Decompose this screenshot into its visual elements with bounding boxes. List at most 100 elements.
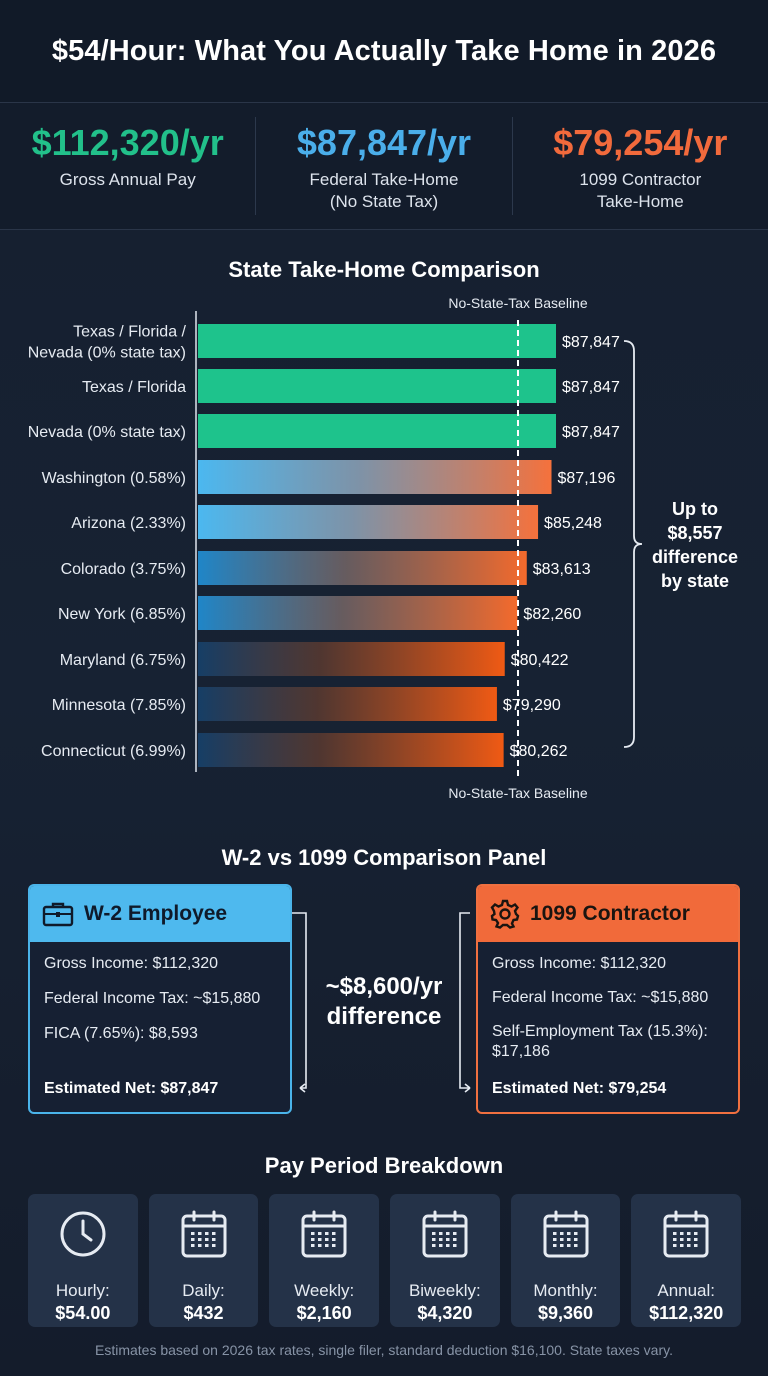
category-label: Connecticut (6.99%) — [41, 743, 186, 760]
pay-period-value: $112,320 — [649, 1303, 724, 1323]
stat-value: $87,847/yr — [296, 122, 472, 163]
bar — [198, 369, 556, 403]
pay-period-cards: Hourly: $54.00 Daily: $432 Weekly: $2,16… — [28, 1194, 742, 1327]
stat-label-line: Federal Take-Home — [309, 170, 459, 189]
pay-period-daily: Daily: $432 — [148, 1194, 259, 1327]
pay-period-label: Hourly: — [55, 1281, 110, 1300]
contractor-card-header: 1099 Contractor — [478, 886, 738, 942]
calendar-icon — [421, 1208, 469, 1260]
w2-line: Gross Income: $112,320 — [44, 955, 219, 972]
page-title: $54/Hour: What You Actually Take Home in… — [51, 34, 717, 67]
pay-period-monthly: Monthly: $9,360 — [510, 1194, 621, 1327]
bar-value-label: $79,290 — [503, 697, 561, 714]
pay-period-value: $432 — [183, 1303, 224, 1323]
bar — [198, 596, 518, 630]
category-label: Nevada (0% state tax) — [28, 424, 186, 441]
footnote: Estimates based on 2026 tax rates, singl… — [95, 1342, 673, 1358]
category-label: New York (6.85%) — [58, 606, 186, 623]
category-label: Washington (0.58%) — [42, 470, 186, 487]
baseline-label: No-State-Tax Baseline — [448, 295, 588, 311]
pay-period-label: Biweekly: — [408, 1281, 481, 1300]
stat-gross: $112,320/yr Gross Annual Pay — [0, 103, 255, 229]
category-label: Texas / Florida — [82, 379, 186, 396]
comparison-title: W-2 vs 1099 Comparison Panel — [221, 845, 547, 870]
bar — [198, 687, 497, 721]
w2-line: FICA (7.65%): $8,593 — [44, 1025, 198, 1042]
baseline-label: No-State-Tax Baseline — [448, 785, 588, 801]
pay-period-label: Daily: — [182, 1281, 225, 1300]
contractor-line: Federal Income Tax: ~$15,880 — [492, 989, 709, 1006]
w2-card: W-2 Employee Gross Income: $112,320 Fede… — [28, 884, 292, 1114]
pay-period-biweekly: Biweekly: $4,320 — [390, 1194, 500, 1327]
stat-label: 1099 Contractor Take-Home — [579, 169, 701, 213]
bar-value-label: $87,847 — [562, 424, 620, 441]
briefcase-icon — [42, 902, 74, 927]
stat-contractor: $79,254/yr 1099 Contractor Take-Home — [511, 117, 768, 215]
difference-line: ~$8,600/yr — [325, 973, 443, 1000]
category-label: Arizona (2.33%) — [71, 515, 186, 532]
contractor-line: Gross Income: $112,320 — [492, 955, 667, 972]
category-label: Nevada (0% state tax) — [28, 345, 186, 362]
pay-period-label: Annual: — [657, 1281, 716, 1300]
category-label: Minnesota (7.85%) — [52, 697, 186, 714]
pay-period-annual: Annual: $112,320 — [631, 1194, 742, 1327]
contractor-line: Self-Employment Tax (15.3%): $17,186 — [492, 1023, 708, 1060]
pay-period-label: Weekly: — [294, 1281, 355, 1300]
contractor-card-title: 1099 Contractor — [530, 902, 690, 925]
gear-icon — [490, 899, 520, 929]
difference-line: difference — [326, 1003, 442, 1030]
bar — [198, 642, 505, 676]
clock-icon — [58, 1208, 108, 1260]
bracket-line: by state — [660, 571, 730, 591]
category-label: Maryland (6.75%) — [60, 652, 186, 669]
pay-period-title: Pay Period Breakdown — [264, 1153, 504, 1178]
bar — [198, 733, 504, 767]
calendar-icon — [300, 1208, 348, 1260]
difference-label: ~$8,600/yr difference — [308, 972, 460, 1032]
contractor-card-body: Gross Income: $112,320 Federal Income Ta… — [478, 942, 738, 1062]
stat-federal: $87,847/yr Federal Take-Home (No State Ta… — [255, 117, 511, 215]
stat-label: Federal Take-Home (No State Tax) — [310, 169, 459, 213]
category-label: Texas / Florida / — [73, 324, 186, 341]
bar-value-label: $80,262 — [510, 743, 568, 760]
bracket-line: difference — [651, 547, 739, 567]
calendar-icon — [180, 1208, 228, 1260]
bar-value-label: $82,260 — [523, 606, 581, 623]
title-bar: $54/Hour: What You Actually Take Home in… — [0, 0, 768, 102]
stat-label-line: Take-Home — [596, 192, 684, 211]
pay-period-weekly: Weekly: $2,160 — [269, 1194, 380, 1327]
stat-label: Gross Annual Pay — [60, 169, 196, 191]
bar-value-label: $87,196 — [558, 470, 616, 487]
contractor-card: 1099 Contractor Gross Income: $112,320 F… — [476, 884, 740, 1114]
pay-period-value: $2,160 — [296, 1303, 352, 1323]
bar — [198, 460, 552, 494]
calendar-icon — [542, 1208, 590, 1260]
bar — [198, 505, 539, 539]
stat-label-line: Gross Annual Pay — [59, 170, 196, 189]
bracket-label: Up to $8,557 difference by state — [640, 497, 750, 593]
pay-period-value: $4,320 — [417, 1303, 473, 1323]
bar-value-label: $87,847 — [562, 379, 620, 396]
bar-value-label: $80,422 — [511, 652, 569, 669]
stat-value: $79,254/yr — [553, 122, 728, 163]
stat-value: $112,320/yr — [31, 122, 224, 163]
state-chart-title: State Take-Home Comparison — [228, 257, 540, 282]
summary-stats: $112,320/yr Gross Annual Pay $87,847/yr … — [0, 102, 768, 230]
state-bar-chart: $87,847 Texas / Florida / Nevada (0% state… — [28, 295, 643, 801]
category-label: Colorado (3.75%) — [61, 561, 186, 578]
bracket-line: Up to — [672, 499, 718, 519]
w2-card-header: W-2 Employee — [30, 886, 290, 942]
pay-period-label: Monthly: — [533, 1281, 598, 1300]
bar — [198, 551, 527, 585]
bar-value-label: $85,248 — [544, 515, 602, 532]
bracket-line: $8,557 — [667, 523, 723, 543]
bar — [198, 414, 556, 448]
stat-label-line: (No State Tax) — [329, 192, 439, 211]
pay-period-value: $9,360 — [537, 1303, 594, 1323]
pay-period-value: $54.00 — [55, 1303, 111, 1323]
w2-card-body: Gross Income: $112,320 Federal Income Ta… — [30, 942, 290, 1044]
contractor-net: Estimated Net: $79,254 — [492, 1080, 667, 1097]
pay-period-hourly: Hourly: $54.00 — [28, 1194, 138, 1327]
w2-net: Estimated Net: $87,847 — [44, 1080, 219, 1097]
difference-bracket — [623, 340, 643, 748]
